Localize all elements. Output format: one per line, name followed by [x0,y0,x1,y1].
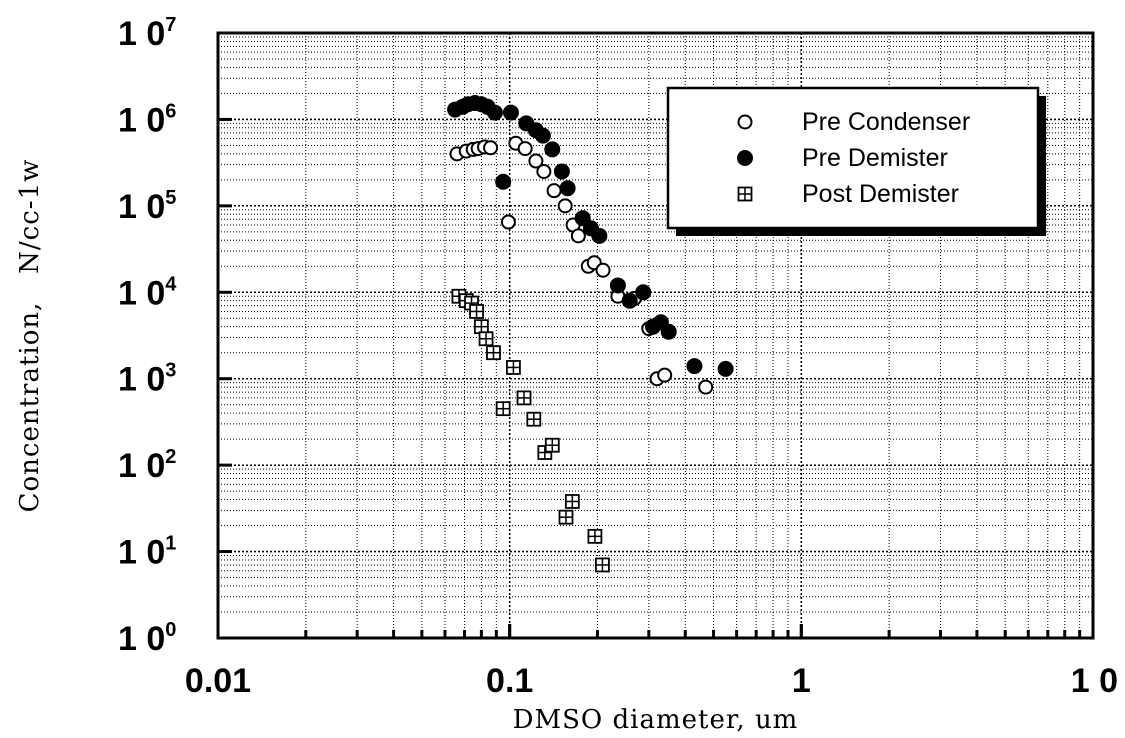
y-tick-label: 1 07 [118,14,176,53]
data-point [595,262,611,278]
data-point [546,183,562,199]
plot-frame [216,31,1095,640]
series-layer [447,94,734,573]
data-point [544,141,561,158]
data-point [686,358,703,375]
y-tick-label: 1 05 [118,187,176,226]
data-point [698,379,714,395]
data-point [528,153,544,169]
data-point [469,304,484,319]
data-point [657,367,673,383]
data-point [495,401,511,417]
data-point [660,323,677,340]
series-pre-demister [447,94,734,377]
data-point [495,173,512,190]
data-point [553,163,570,180]
y-tick-labels: 1 00 1 01 1 02 1 03 1 04 1 05 1 06 1 07 [118,14,177,658]
x-tick-label: 0.1 [486,662,533,700]
data-point [483,140,499,156]
legend-label: Pre Demister [802,144,948,172]
series-pre-condenser [449,135,714,395]
data-point [526,411,542,427]
data-point [557,198,573,214]
legend-marker [737,150,753,166]
data-point [478,331,494,347]
legend-marker [737,186,753,202]
x-tick-labels: 0.01 0.1 1 1 0 [185,662,1118,700]
data-point [506,360,521,375]
data-point [717,360,734,377]
data-point [502,104,519,121]
data-point [635,284,652,301]
y-tick-label: 1 03 [118,360,176,399]
data-point [559,180,576,197]
y-tick-label: 1 00 [118,619,176,658]
legend-box [666,86,1040,230]
x-axis-title: DMSO diameter, um [513,705,799,735]
series-post-demister [451,288,610,573]
data-point [558,509,574,525]
x-tick-label: 0.01 [185,662,251,700]
data-point [570,228,586,244]
x-tick-label: 1 0 [1071,662,1118,700]
data-point [486,345,501,361]
data-point [564,494,580,509]
data-point [517,141,533,157]
data-point [609,277,626,294]
data-point [587,528,603,544]
data-point [486,104,503,121]
data-point [500,214,516,230]
data-point [621,292,638,309]
x-tick-label: 1 [792,662,811,700]
y-tick-label: 1 04 [118,273,177,312]
legend-label: Pre Condenser [802,108,970,136]
y-axis-title: Concentration, N/cc-1w [15,159,45,513]
legend: Pre Condenser Pre Demister Post Demister [666,86,1046,236]
data-point [534,127,551,144]
data-point [591,227,608,244]
data-point [536,163,552,179]
y-tick-label: 1 02 [118,446,176,485]
data-point [474,319,489,335]
data-point [544,437,560,453]
data-point [516,390,532,406]
legend-marker [737,114,753,130]
y-tick-label: 1 06 [118,100,176,139]
data-point [595,557,610,573]
legend-label: Post Demister [802,180,959,208]
y-tick-label: 1 01 [118,533,176,572]
